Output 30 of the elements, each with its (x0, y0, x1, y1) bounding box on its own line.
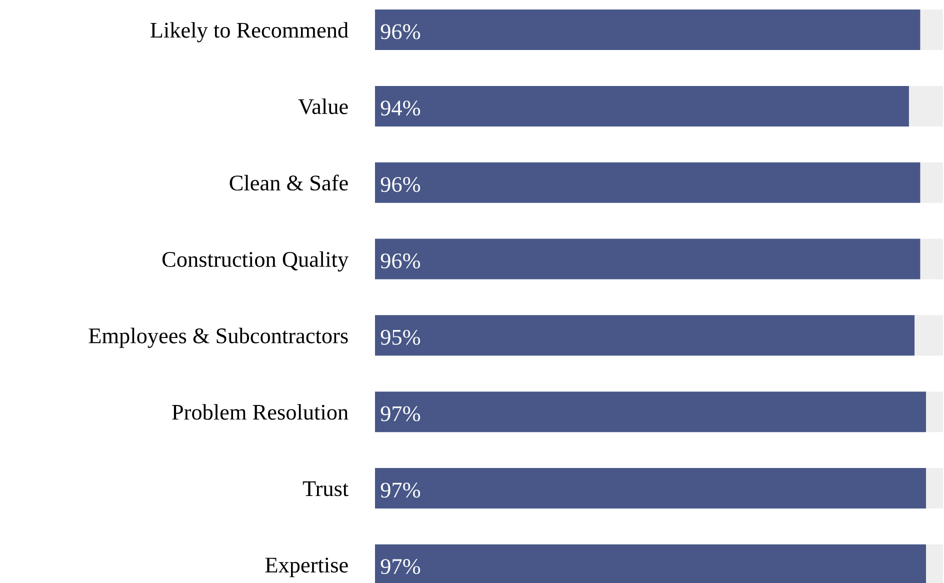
bar (375, 10, 920, 50)
data-label: 96% (380, 24, 420, 40)
bar (920, 238, 944, 280)
bar (920, 162, 944, 203)
data-label: 95% (380, 330, 420, 345)
bar (375, 315, 915, 356)
y-tick-label: Trust (302, 481, 348, 496)
bar (375, 468, 926, 508)
bar (926, 392, 944, 432)
y-tick-label: Problem Resolution (172, 404, 348, 420)
y-tick-label: Clean & Safe (230, 174, 348, 191)
bar (375, 86, 909, 126)
y-tick-label: Likely to Recommend (150, 22, 348, 42)
data-label: 97% (380, 559, 420, 574)
bar (375, 392, 926, 432)
bar (926, 468, 944, 508)
data-label: 97% (380, 406, 420, 422)
bar (375, 238, 920, 280)
data-label: 96% (380, 253, 420, 268)
bar (908, 86, 944, 126)
bar (920, 10, 944, 50)
y-tick-label: Value (298, 98, 348, 114)
data-label: 97% (380, 482, 420, 498)
y-tick-label: Construction Quality (162, 251, 349, 272)
bar (914, 315, 944, 356)
data-label: 96% (380, 177, 420, 192)
y-tick-label: Expertise (265, 558, 348, 578)
bar (375, 162, 920, 203)
data-label: 94% (380, 100, 420, 116)
y-tick-label: Employees & Subcontractors (88, 328, 348, 348)
